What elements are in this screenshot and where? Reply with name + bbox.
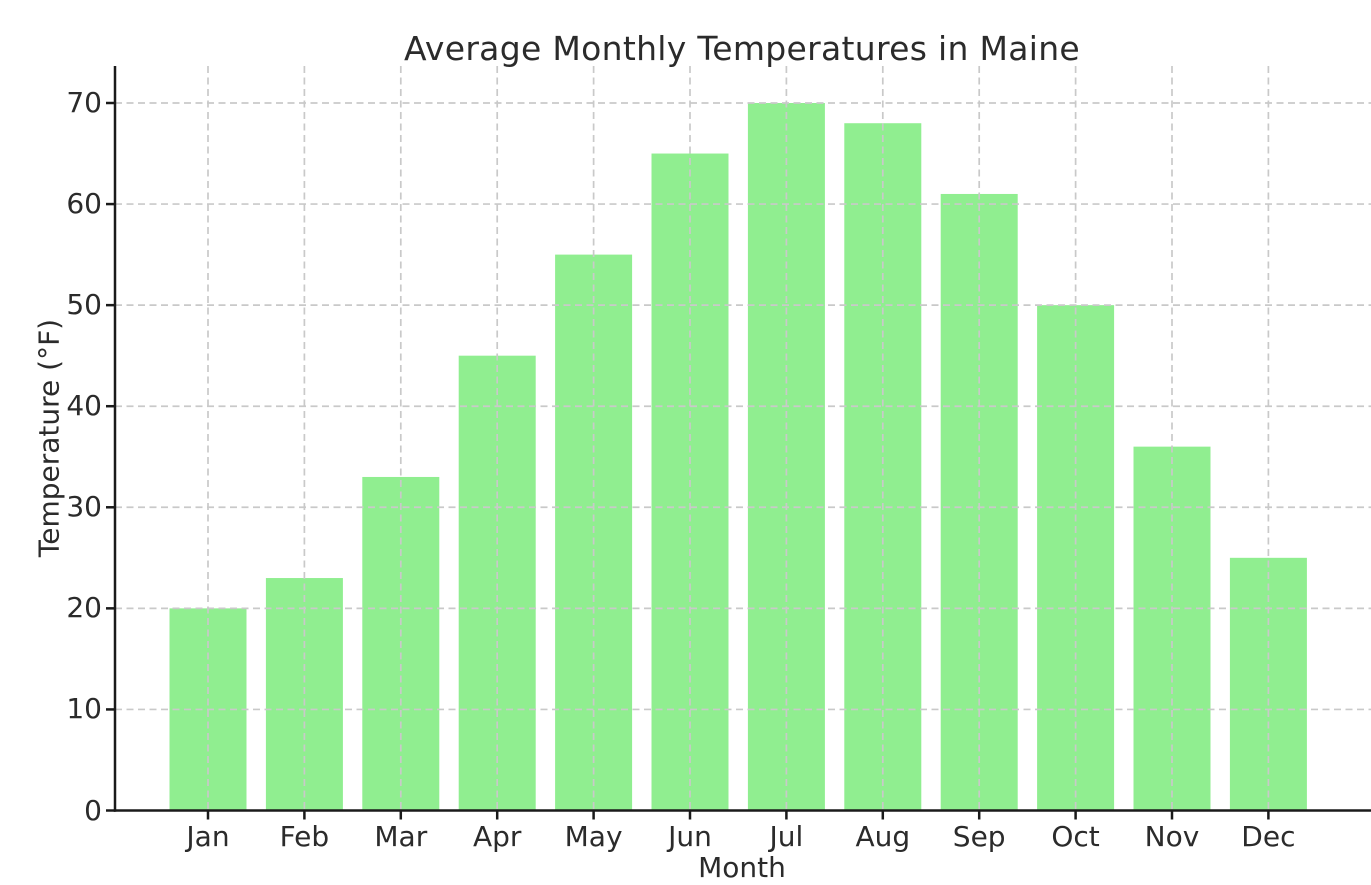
x-tick-label-oct: Oct — [1051, 820, 1100, 853]
x-axis-label: Month — [698, 851, 786, 884]
y-tick-label-30: 30 — [66, 490, 102, 524]
y-tick-label-40: 40 — [66, 389, 102, 423]
x-tick-label-jan: Jan — [186, 820, 230, 853]
y-tick-label-0: 0 — [84, 793, 102, 827]
x-tick-label-mar: Mar — [374, 820, 428, 853]
bar-aug — [844, 123, 922, 811]
x-tick-label-sep: Sep — [952, 820, 1006, 853]
x-tick-label-apr: Apr — [472, 820, 522, 853]
x-tick-label-nov: Nov — [1144, 820, 1200, 853]
y-tick-label-50: 50 — [66, 288, 102, 322]
x-tick-label-dec: Dec — [1241, 820, 1296, 853]
bar-nov — [1133, 446, 1211, 811]
y-tick-label-10: 10 — [66, 692, 102, 726]
x-tick-label-may: May — [564, 820, 623, 853]
chart-title: Average Monthly Temperatures in Maine — [403, 29, 1081, 68]
x-tick-label-aug: Aug — [855, 820, 911, 853]
x-tick-label-feb: Feb — [279, 820, 330, 853]
x-tick-label-jun: Jun — [668, 820, 712, 853]
y-tick-label-60: 60 — [66, 187, 102, 221]
y-tick-label-20: 20 — [66, 591, 102, 625]
x-tick-label-jul: Jul — [769, 820, 804, 853]
y-tick-label-70: 70 — [66, 86, 102, 119]
